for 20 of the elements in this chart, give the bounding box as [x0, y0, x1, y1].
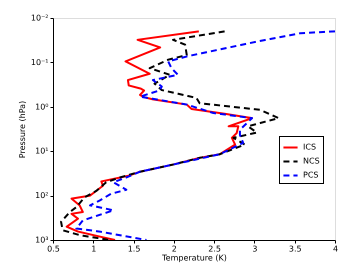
- legend-label: ICS: [303, 142, 316, 152]
- y-tick-label: 10⁻²: [30, 14, 48, 22]
- y-tick-label: 10³: [35, 236, 48, 244]
- x-axis-title: Temperature (K): [161, 254, 227, 262]
- y-tick-label: 10⁻¹: [30, 58, 48, 67]
- legend-label: NCS: [303, 156, 320, 166]
- x-tick-label: 2: [172, 244, 177, 254]
- y-tick-label: 10⁰: [35, 102, 48, 112]
- x-tick-label: 2.5: [208, 244, 222, 254]
- x-tick-label: 3.5: [288, 244, 302, 254]
- legend-label: PCS: [303, 170, 318, 180]
- x-tick-label: 1.5: [128, 244, 140, 254]
- x-tick-label: 4: [332, 244, 338, 254]
- y-axis-title: Pressure (hPa): [18, 100, 27, 158]
- x-tick-label: 1: [91, 244, 96, 254]
- line-series: [75, 30, 335, 240]
- x-tick-label: 0.5: [47, 244, 60, 254]
- y-tick-label: 10¹: [35, 146, 48, 156]
- x-tick-label: 3: [252, 244, 258, 254]
- y-tick-label: 10²: [35, 191, 48, 200]
